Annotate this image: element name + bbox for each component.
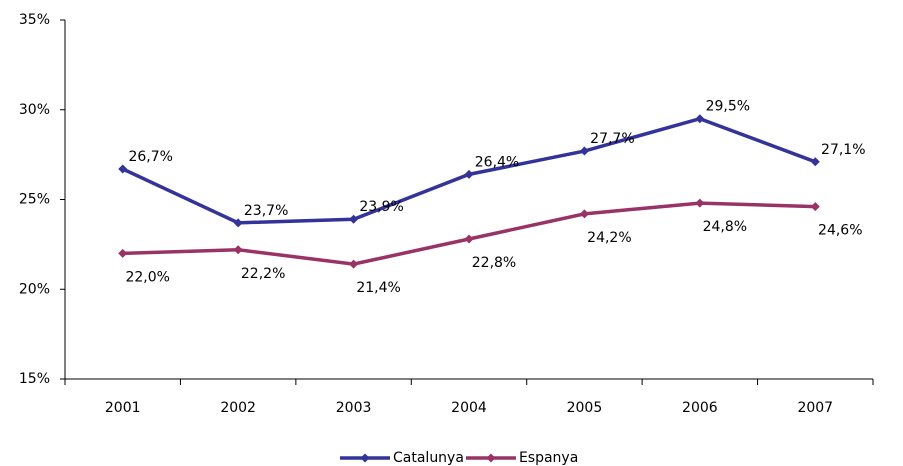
point: [810, 202, 820, 212]
data-label: 23,9%: [359, 199, 403, 215]
legend-label: Catalunya: [393, 450, 464, 466]
y-tick-label: 15%: [19, 371, 50, 387]
data-label: 22,8%: [472, 255, 516, 271]
point: [118, 164, 128, 174]
point: [579, 209, 589, 219]
point: [579, 146, 589, 156]
x-tick-label: 2001: [105, 400, 141, 416]
x-tick-label: 2006: [682, 400, 718, 416]
data-label: 21,4%: [356, 280, 400, 296]
data-label: 27,1%: [821, 142, 865, 158]
point: [118, 248, 128, 258]
data-label: 24,6%: [818, 223, 862, 239]
point: [464, 234, 474, 244]
data-label: 22,2%: [241, 266, 285, 282]
y-tick-label: 35%: [19, 12, 50, 28]
data-label: 26,4%: [475, 154, 519, 170]
legend-marker: [360, 453, 370, 463]
data-label: 26,7%: [128, 149, 172, 165]
point: [233, 218, 243, 228]
y-tick-label: 20%: [19, 281, 50, 297]
x-tick-label: 2007: [797, 400, 833, 416]
data-label: 27,7%: [590, 131, 634, 147]
point: [695, 114, 705, 124]
point: [695, 198, 705, 208]
point: [810, 157, 820, 167]
point: [349, 214, 359, 224]
data-label: 22,0%: [125, 269, 169, 285]
x-tick-label: 2003: [336, 400, 372, 416]
legend-label: Espanya: [519, 450, 578, 466]
y-tick-label: 25%: [19, 192, 50, 208]
point: [233, 245, 243, 255]
x-tick-label: 2005: [567, 400, 603, 416]
x-tick-label: 2004: [451, 400, 487, 416]
x-tick-label: 2002: [220, 400, 256, 416]
data-label: 29,5%: [706, 99, 750, 115]
y-tick-label: 30%: [19, 102, 50, 118]
data-label: 24,8%: [703, 219, 747, 235]
data-label: 24,2%: [587, 230, 631, 246]
point: [349, 259, 359, 269]
legend-marker: [486, 453, 496, 463]
data-label: 23,7%: [244, 203, 288, 219]
point: [464, 169, 474, 179]
